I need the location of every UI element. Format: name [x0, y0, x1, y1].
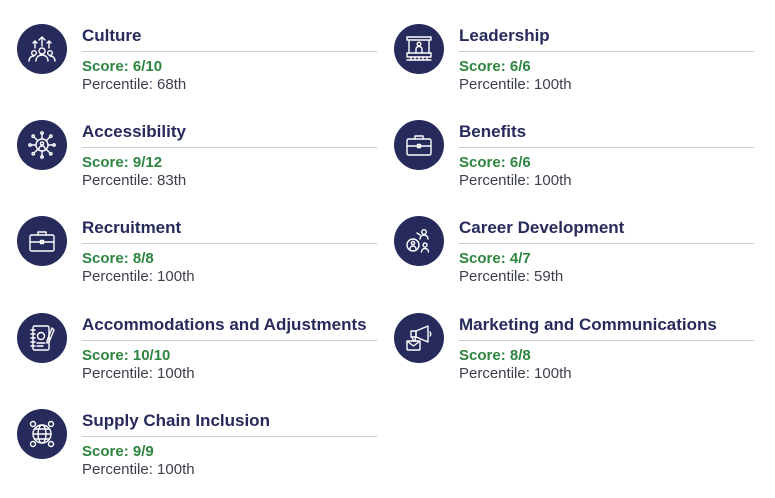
category-title: Accommodations and Adjustments: [82, 315, 367, 334]
divider: [82, 436, 377, 437]
briefcase-icon: [394, 120, 444, 170]
career-people-icon: [394, 216, 444, 266]
category-card-benefits: Benefits Score: 6/6 Percentile: 100th: [394, 120, 754, 200]
category-score: Score: 6/6: [459, 154, 531, 171]
category-card-culture: Culture Score: 6/10 Percentile: 68th: [17, 24, 377, 104]
megaphone-mail-icon: [394, 313, 444, 363]
category-percentile: Percentile: 59th: [459, 268, 564, 285]
divider: [82, 340, 377, 341]
category-percentile: Percentile: 100th: [459, 172, 572, 189]
category-title: Benefits: [459, 122, 527, 141]
category-percentile: Percentile: 68th: [82, 76, 187, 93]
network-person-icon: [17, 120, 67, 170]
category-percentile: Percentile: 100th: [459, 76, 572, 93]
divider: [459, 51, 754, 52]
category-score: Score: 9/12: [82, 154, 163, 171]
divider: [82, 243, 377, 244]
category-score: Score: 6/10: [82, 58, 163, 75]
category-title: Accessibility: [82, 122, 186, 141]
category-title: Recruitment: [82, 218, 182, 237]
briefcase-icon: [17, 216, 67, 266]
category-card-marketing: Marketing and Communications Score: 8/8 …: [394, 313, 754, 393]
category-card-accessibility: Accessibility Score: 9/12 Percentile: 83…: [17, 120, 377, 200]
divider: [459, 243, 754, 244]
category-title: Leadership: [459, 26, 550, 45]
category-title: Culture: [82, 26, 142, 45]
category-score: Score: 9/9: [82, 443, 154, 460]
divider: [459, 340, 754, 341]
globe-people-icon: [17, 409, 67, 459]
category-title: Marketing and Communications: [459, 315, 717, 334]
category-title: Career Development: [459, 218, 625, 237]
divider: [82, 51, 377, 52]
category-card-recruitment: Recruitment Score: 8/8 Percentile: 100th: [17, 216, 377, 296]
divider: [82, 147, 377, 148]
divider: [459, 147, 754, 148]
category-percentile: Percentile: 100th: [82, 268, 195, 285]
category-card-accommodations: Accommodations and Adjustments Score: 10…: [17, 313, 377, 393]
category-card-supply-chain: Supply Chain Inclusion Score: 9/9 Percen…: [17, 409, 377, 489]
podium-icon: [394, 24, 444, 74]
category-percentile: Percentile: 83th: [82, 172, 187, 189]
notebook-pen-icon: [17, 313, 67, 363]
category-percentile: Percentile: 100th: [82, 461, 195, 478]
category-percentile: Percentile: 100th: [459, 365, 572, 382]
category-percentile: Percentile: 100th: [82, 365, 195, 382]
category-card-career-development: Career Development Score: 4/7 Percentile…: [394, 216, 754, 296]
category-score: Score: 6/6: [459, 58, 531, 75]
category-score: Score: 4/7: [459, 250, 531, 267]
category-card-leadership: Leadership Score: 6/6 Percentile: 100th: [394, 24, 754, 104]
people-growth-icon: [17, 24, 67, 74]
category-title: Supply Chain Inclusion: [82, 411, 270, 430]
category-score: Score: 8/8: [459, 347, 531, 364]
category-score: Score: 10/10: [82, 347, 171, 364]
category-score: Score: 8/8: [82, 250, 154, 267]
